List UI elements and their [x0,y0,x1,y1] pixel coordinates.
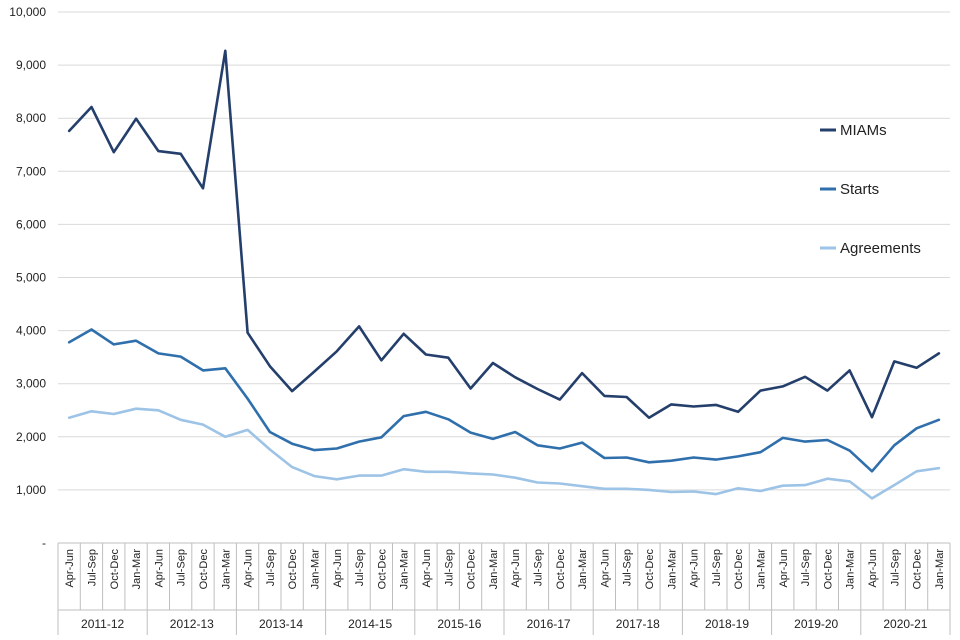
x-group-label: 2011-12 [81,617,124,631]
x-tick-label: Jul-Sep [265,549,277,586]
y-tick-label: 9,000 [16,58,46,72]
x-tick-label: Jan-Mar [934,549,946,590]
x-tick-label: Jan-Mar [131,549,143,590]
x-tick-label: Jan-Mar [577,549,589,590]
x-group-label: 2020-21 [883,617,927,631]
x-tick-label: Oct-Dec [555,549,567,590]
y-tick-label: 10,000 [9,5,46,19]
x-tick-label: Oct-Dec [109,549,121,590]
x-tick-label: Jul-Sep [711,549,723,586]
x-tick-label: Apr-Jun [778,549,790,588]
y-tick-label: 3,000 [16,377,46,391]
x-group-label: 2012-13 [170,617,214,631]
legend-label: Agreements [840,240,921,257]
x-tick-label: Apr-Jun [153,549,165,588]
x-tick-label: Oct-Dec [912,549,924,590]
x-tick-label: Jan-Mar [845,549,857,590]
y-tick-label: 4,000 [16,324,46,338]
x-tick-label: Apr-Jun [867,549,879,588]
y-tick-label: 1,000 [16,483,46,497]
series-lines [67,49,941,500]
x-tick-label: Apr-Jun [689,549,701,588]
legend-label: Starts [840,181,879,198]
y-tick-label: - [42,536,46,550]
x-tick-label: Jul-Sep [354,549,366,586]
x-tick-label: Jul-Sep [532,549,544,586]
x-axis: Apr-Jun Jul-Sep Oct-Dec Jan-Mar Apr-Jun Jul-S… [57,543,951,635]
series-line-starts [67,328,941,473]
gridlines [58,11,950,544]
x-tick-label: Jul-Sep [86,549,98,586]
x-tick-label: Oct-Dec [822,549,834,590]
x-tick-label: Apr-Jun [510,549,522,588]
x-tick-label: Jul-Sep [800,549,812,586]
x-tick-label: Apr-Jun [421,549,433,588]
x-group-label: 2015-16 [437,617,481,631]
y-tick-label: 6,000 [16,217,46,231]
x-tick-label: Apr-Jun [64,549,76,588]
x-group-label: 2019-20 [794,617,838,631]
legend: MIAMs Starts Agreements [820,122,921,257]
x-tick-label: Jul-Sep [889,549,901,586]
y-tick-label: 7,000 [16,164,46,178]
x-tick-label: Jan-Mar [755,549,767,590]
x-group-label: 2013-14 [259,617,303,631]
series-line-miams [67,49,941,420]
x-tick-label: Oct-Dec [198,549,210,590]
y-tick-label: 2,000 [16,430,46,444]
x-group-label: 2018-19 [705,617,749,631]
x-tick-label: Oct-Dec [376,549,388,590]
y-tick-label: 8,000 [16,111,46,125]
x-tick-label: Jan-Mar [399,549,411,590]
x-tick-label: Apr-Jun [332,549,344,588]
legend-label: MIAMs [840,122,887,139]
x-tick-label: Jan-Mar [488,549,500,590]
y-axis: - 1,000 2,000 3,000 4,000 5,000 6,000 7,000 8,00… [9,5,46,550]
x-group-label: 2017-18 [616,617,660,631]
x-tick-label: Jan-Mar [666,549,678,590]
x-tick-label: Apr-Jun [243,549,255,588]
x-tick-label: Jul-Sep [622,549,634,586]
x-group-label: 2014-15 [348,617,392,631]
x-group-label: 2016-17 [527,617,571,631]
x-tick-label: Oct-Dec [733,549,745,590]
x-tick-label: Jul-Sep [443,549,455,586]
x-tick-label: Jan-Mar [220,549,232,590]
series-line-agreements [67,407,941,500]
x-tick-label: Jul-Sep [176,549,188,586]
x-tick-label: Oct-Dec [287,549,299,590]
x-tick-label: Apr-Jun [599,549,611,588]
x-tick-label: Oct-Dec [644,549,656,590]
x-tick-label: Jan-Mar [309,549,321,590]
x-tick-label: Oct-Dec [466,549,478,590]
y-tick-label: 5,000 [16,271,46,285]
